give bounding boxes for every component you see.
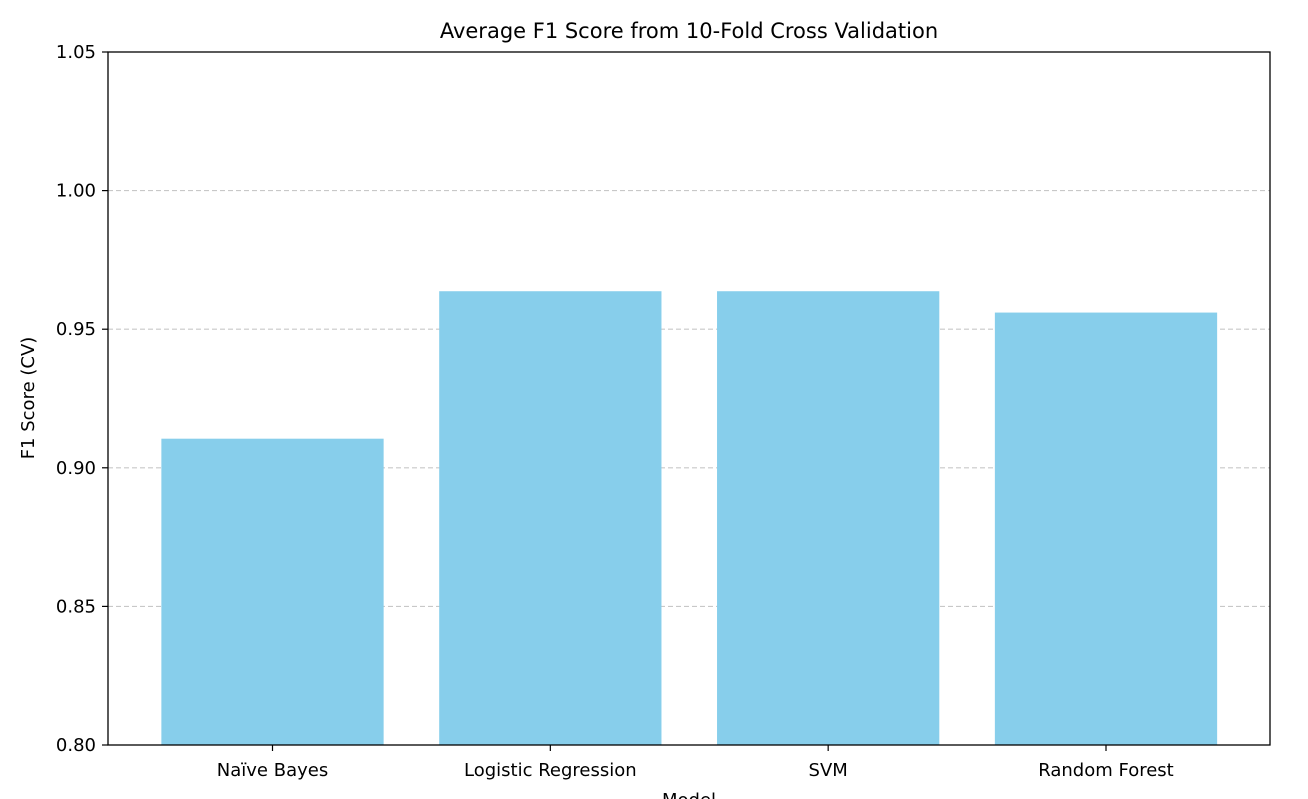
chart-title: Average F1 Score from 10-Fold Cross Vali… [440,19,938,43]
bar-na-ve-bayes [161,438,384,745]
x-tick-label: SVM [809,760,848,781]
x-tick-label: Random Forest [1038,760,1173,781]
y-axis: 0.80 0.85 0.90 0.95 1.00 1.05 [56,42,108,756]
x-tick-label: Logistic Regression [464,760,637,781]
bar-layer [161,291,1218,745]
x-tick-label: Naïve Bayes [217,760,328,781]
y-tick-label: 1.05 [56,42,96,63]
x-axis-label: Model [662,790,716,799]
y-tick-label: 0.85 [56,596,96,617]
plot-frame [107,51,1271,746]
y-axis-label: F1 Score (CV) [18,337,39,460]
bar-random-forest [994,312,1218,745]
y-tick-label: 0.80 [56,735,96,756]
y-tick-label: 1.00 [56,181,96,202]
y-tick-label: 0.95 [56,319,96,340]
x-axis: Naïve Bayes Logistic Regression SVM Random … [217,745,1174,781]
bar-svm [717,291,940,745]
y-tick-label: 0.90 [56,458,96,479]
bar-logistic-regression [439,291,662,745]
